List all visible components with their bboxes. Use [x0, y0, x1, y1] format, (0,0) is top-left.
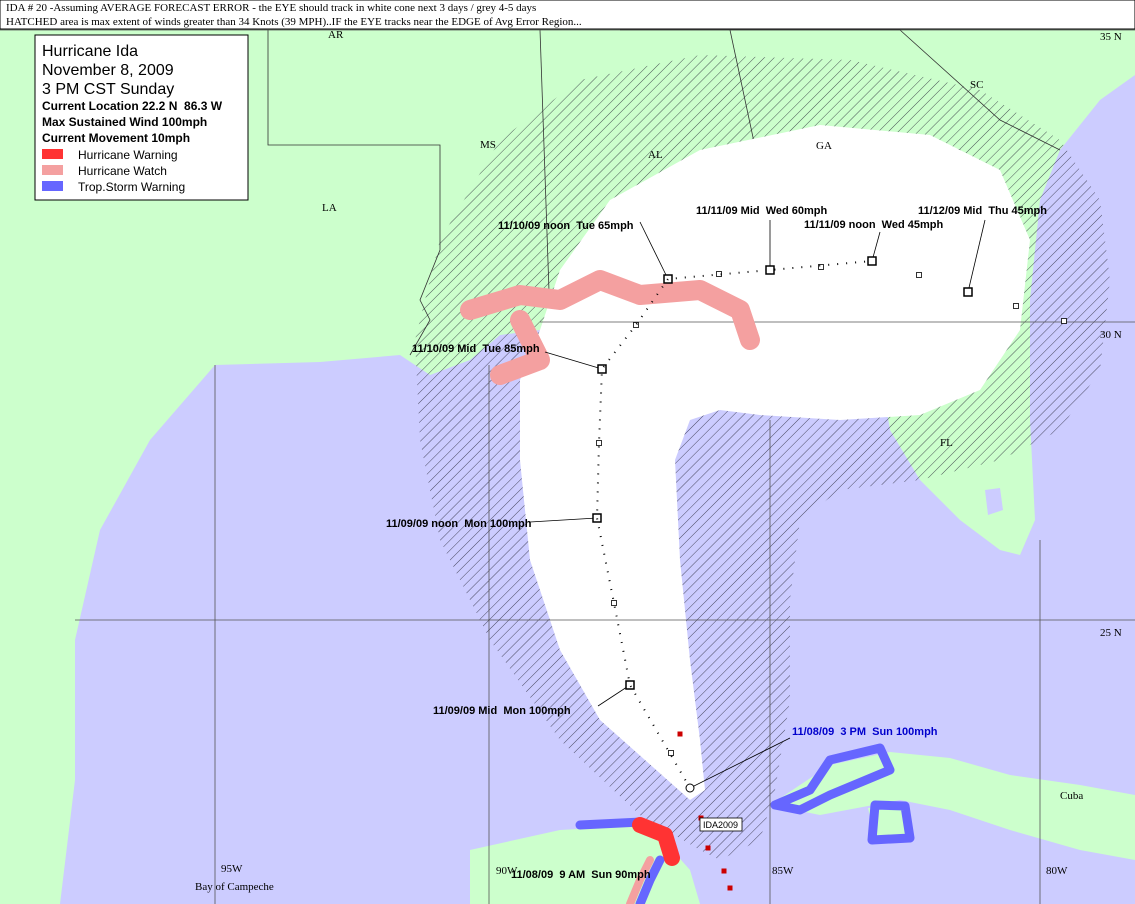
- storm-tag-box: [699, 817, 743, 832]
- grid-label: 90W: [496, 865, 518, 877]
- legend-swatch: [42, 165, 63, 175]
- legend-detail: Current Movement 10mph: [42, 131, 190, 145]
- track-point: [916, 272, 922, 278]
- legend-time: 3 PM CST Sunday: [42, 81, 174, 98]
- past-point: [677, 731, 683, 737]
- grid-label: 35 N: [1100, 31, 1122, 43]
- leader: [689, 737, 791, 789]
- leader: [639, 221, 669, 280]
- grid-label: 85W: [772, 865, 794, 877]
- place-label: LA: [322, 202, 337, 214]
- forecast-point: [625, 680, 635, 690]
- track-point: [1061, 318, 1067, 324]
- lake: [985, 488, 1003, 515]
- labels: 11/10/09 noon Tue 65mph 11/11/09 Mid Wed …: [195, 29, 1122, 893]
- past-point: [727, 885, 733, 891]
- legend-detail: Current Location 22.2 N 86.3 W: [42, 99, 223, 113]
- legend: Current Location 22.2 N 86.3 W Max Sustai…: [42, 99, 223, 194]
- legend-box: [34, 34, 249, 201]
- track-point: [1013, 303, 1019, 309]
- storm-tag: IDA2009: [703, 820, 738, 830]
- leaders: [529, 219, 986, 789]
- grid-label: 80W: [1046, 865, 1068, 877]
- past-point: [721, 868, 727, 874]
- forecast-point: [765, 265, 775, 275]
- grid-label: 25 N: [1100, 627, 1122, 639]
- grid-label: 30 N: [1100, 329, 1122, 341]
- track-point: [611, 600, 617, 606]
- leader: [544, 351, 603, 370]
- current-position: [685, 783, 695, 793]
- place-label: AR: [328, 29, 344, 41]
- legend-date: November 8, 2009: [42, 62, 174, 79]
- leader: [597, 684, 631, 707]
- legend-swatch: [42, 181, 63, 191]
- watch-zone: [626, 856, 654, 904]
- watch-zone: [460, 270, 760, 385]
- forecast-label: 11/11/09 noon Wed 45mph: [804, 219, 943, 231]
- forecast-label: 11/08/09 9 AM Sun 90mph: [511, 869, 651, 881]
- track: [592, 256, 1067, 891]
- forecast-label: 11/10/09 Mid Tue 85mph: [412, 343, 540, 355]
- leader: [529, 517, 598, 523]
- legend-title: Hurricane Ida: [42, 43, 138, 60]
- place-label: FL: [940, 437, 953, 449]
- header-line: IDA # 20 -Assuming AVERAGE FORECAST ERRO…: [6, 2, 536, 14]
- leader: [967, 219, 986, 293]
- place-label: GA: [816, 140, 832, 152]
- past-point: [705, 845, 711, 851]
- forecast-label: 11/11/09 Mid Wed 60mph: [696, 205, 828, 217]
- forecast-point: [867, 256, 877, 266]
- track-point: [633, 322, 639, 328]
- place-label: MS: [480, 139, 496, 151]
- grid-label: 95W: [221, 863, 243, 875]
- legend-label: Hurricane Warning: [78, 148, 178, 162]
- forecast-label: 11/10/09 noon Tue 65mph: [498, 220, 634, 232]
- hurricane-warning: [632, 817, 680, 866]
- forecast-label: 11/09/09 noon Mon 100mph: [386, 518, 532, 530]
- track-point: [818, 264, 824, 270]
- header-line: HATCHED area is max extent of winds grea…: [6, 16, 582, 28]
- legend-label: Hurricane Watch: [78, 164, 167, 178]
- header-box: [0, 0, 1135, 30]
- forecast-point: [597, 364, 607, 374]
- leader: [871, 231, 881, 262]
- legend-detail: Max Sustained Wind 100mph: [42, 115, 207, 129]
- track-point: [596, 440, 602, 446]
- place-label: Cuba: [1060, 790, 1083, 802]
- forecast-point: [963, 287, 973, 297]
- forecast-point: [663, 274, 673, 284]
- place-label: SC: [970, 79, 983, 91]
- forecast-label: 11/09/09 Mid Mon 100mph: [433, 705, 571, 717]
- graticule: [0, 29, 1135, 904]
- forecast-point: [592, 513, 602, 523]
- track-point: [668, 750, 674, 756]
- legend-label: Trop.Storm Warning: [78, 180, 185, 194]
- forecast-label: 11/08/09 3 PM Sun 100mph: [792, 726, 938, 738]
- legend-swatch: [42, 149, 63, 159]
- ts-warning: [575, 743, 915, 904]
- forecast-label: 11/12/09 Mid Thu 45mph: [918, 205, 1047, 217]
- place-label: Bay of Campeche: [195, 881, 274, 893]
- warnings: [460, 270, 915, 904]
- place-label: AL: [648, 149, 663, 161]
